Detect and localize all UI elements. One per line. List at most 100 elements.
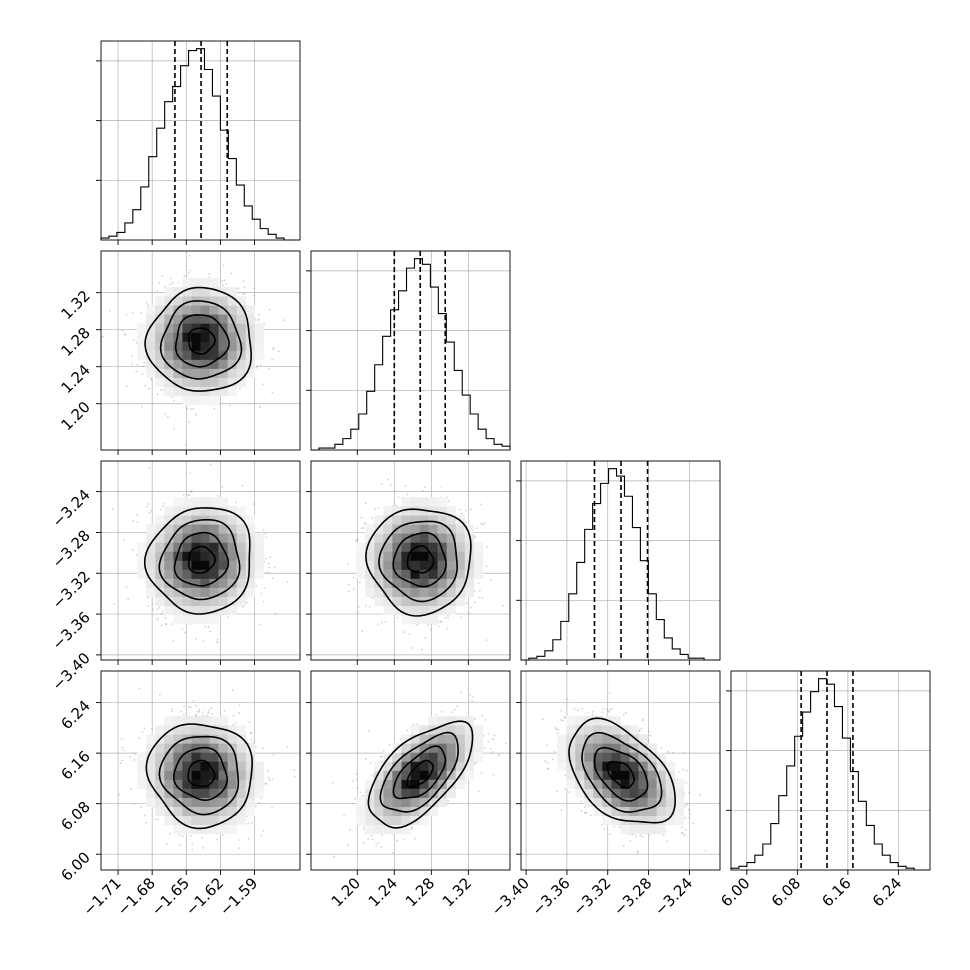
contour-level-0 — [606, 760, 635, 789]
scatter-point — [183, 705, 185, 707]
density-cell — [191, 614, 201, 625]
scatter-point — [374, 508, 376, 511]
density-cell — [209, 305, 219, 315]
density-cell — [236, 752, 247, 762]
density-cell — [218, 560, 228, 570]
scatter-point — [639, 834, 642, 837]
density-cell — [665, 761, 676, 771]
density-cell — [437, 716, 447, 726]
density-cell — [356, 560, 366, 570]
scatter-point — [268, 556, 271, 559]
density-cell — [191, 824, 201, 835]
density-cell — [665, 806, 676, 817]
scatter-point — [148, 511, 151, 514]
density-cell — [236, 569, 247, 579]
scatter-point — [530, 583, 532, 585]
density-cell — [155, 797, 165, 807]
scatter-point — [490, 747, 492, 750]
density-cell — [218, 341, 228, 351]
density-cell — [191, 314, 201, 324]
density-cell — [218, 716, 228, 726]
density-cell — [227, 524, 237, 534]
density-cell — [656, 824, 667, 835]
density-cell — [611, 725, 621, 735]
scatter-point — [161, 610, 164, 612]
density-cell — [245, 797, 256, 807]
density-cell — [584, 788, 594, 798]
density-cell — [209, 296, 219, 306]
scatter-point — [271, 358, 273, 361]
scatter-point — [266, 769, 269, 772]
scatter-point — [262, 529, 265, 531]
density-cell — [365, 524, 375, 534]
scatter-point — [692, 822, 695, 825]
scatter-point — [268, 566, 271, 569]
density-cell — [245, 560, 256, 570]
density-cell — [245, 761, 256, 771]
density-cell — [473, 569, 484, 579]
contour-level-2 — [581, 732, 663, 813]
scatter-point — [647, 730, 650, 733]
density-cell — [164, 797, 174, 807]
scatter-point — [262, 600, 265, 603]
density-cell — [155, 332, 165, 342]
density-cell — [182, 287, 192, 297]
density-cell — [236, 815, 247, 826]
density-cell — [182, 614, 192, 625]
scatter-point — [437, 625, 440, 628]
density-cell — [455, 560, 466, 570]
scatter-point — [447, 800, 449, 802]
density-cell — [218, 305, 228, 315]
density-cell — [164, 377, 174, 387]
scatter-point — [359, 791, 362, 794]
scatter-point — [136, 363, 139, 366]
contour-level-3 — [367, 720, 474, 829]
density-cell — [137, 341, 147, 351]
scatter-point — [377, 507, 380, 510]
x-tick-label-col3: 6.16 — [818, 874, 854, 910]
density-cell — [209, 395, 219, 406]
scatter-point — [187, 705, 190, 708]
scatter-point — [195, 714, 198, 717]
y-tick-label-row2: −3.24 — [49, 486, 94, 531]
density-cell — [374, 779, 384, 789]
density-cell — [245, 788, 256, 798]
scatter-point — [171, 707, 174, 710]
scatter-point — [101, 335, 104, 338]
density-cell — [245, 578, 256, 588]
scatter-point — [590, 814, 592, 817]
density-cell — [437, 752, 447, 762]
scatter-point — [265, 571, 268, 574]
density-cell — [428, 788, 438, 798]
panel-frame — [310, 250, 511, 451]
scatter-point — [469, 606, 472, 609]
scatter-point — [504, 742, 507, 745]
scatter-point — [397, 496, 400, 499]
scatter-point — [271, 391, 274, 394]
density-cell — [611, 815, 621, 826]
density-cell — [182, 323, 192, 333]
scatter-point — [704, 850, 707, 852]
scatter-point — [238, 712, 241, 714]
scatter-point — [181, 835, 184, 838]
scatter-point — [239, 387, 241, 390]
scatter-point — [131, 548, 134, 551]
density-cell — [365, 542, 375, 552]
density-cell — [218, 515, 228, 525]
scatter-point — [242, 293, 244, 296]
density-cell — [254, 761, 265, 771]
density-cell — [575, 734, 585, 744]
density-cell — [410, 569, 420, 579]
scatter-point — [406, 729, 409, 732]
scatter-point — [403, 631, 405, 634]
density-cell — [209, 497, 219, 507]
scatter-point — [188, 494, 191, 497]
density-cell — [209, 716, 219, 726]
density-cell — [647, 770, 657, 780]
scatter-point — [380, 483, 383, 486]
density-cell — [374, 578, 384, 588]
density-cell — [182, 314, 192, 324]
scatter-point — [227, 616, 229, 619]
density-cell — [227, 752, 237, 762]
density-cell — [437, 596, 447, 607]
